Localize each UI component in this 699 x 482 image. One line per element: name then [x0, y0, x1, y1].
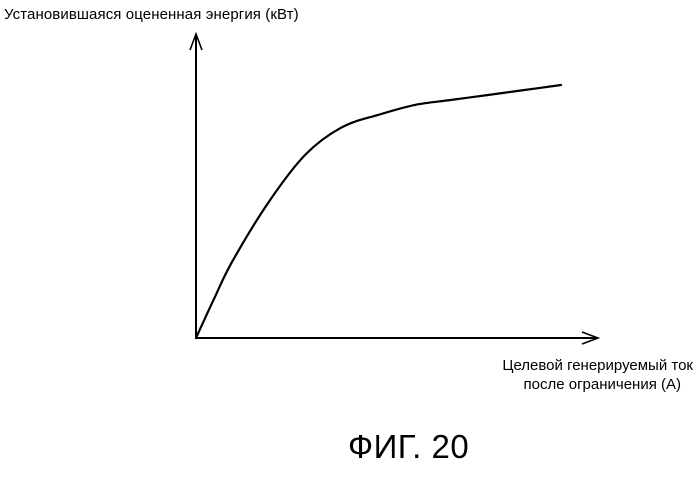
x-axis-label-line-1: Целевой генерируемый ток	[493, 356, 693, 375]
x-axis-label-line-2: после ограничения (А)	[493, 375, 693, 394]
series-line-0	[196, 85, 561, 338]
x-axis-label: Целевой генерируемый ток после ограничен…	[493, 356, 693, 394]
figure-caption: ФИГ. 20	[348, 428, 469, 466]
y-axis-label: Установившаяся оцененная энергия (кВт)	[4, 6, 299, 23]
